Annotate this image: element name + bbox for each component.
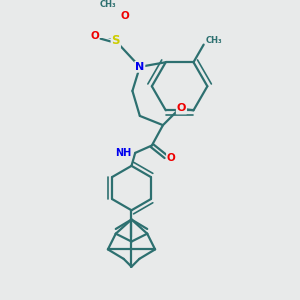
Text: O: O <box>177 103 186 113</box>
Text: O: O <box>167 154 176 164</box>
Text: O: O <box>121 11 129 21</box>
Text: N: N <box>135 62 144 72</box>
Text: CH₃: CH₃ <box>100 0 117 9</box>
Text: NH: NH <box>115 148 131 158</box>
Text: O: O <box>90 31 99 41</box>
Text: CH₃: CH₃ <box>206 36 223 45</box>
Text: S: S <box>112 34 120 47</box>
